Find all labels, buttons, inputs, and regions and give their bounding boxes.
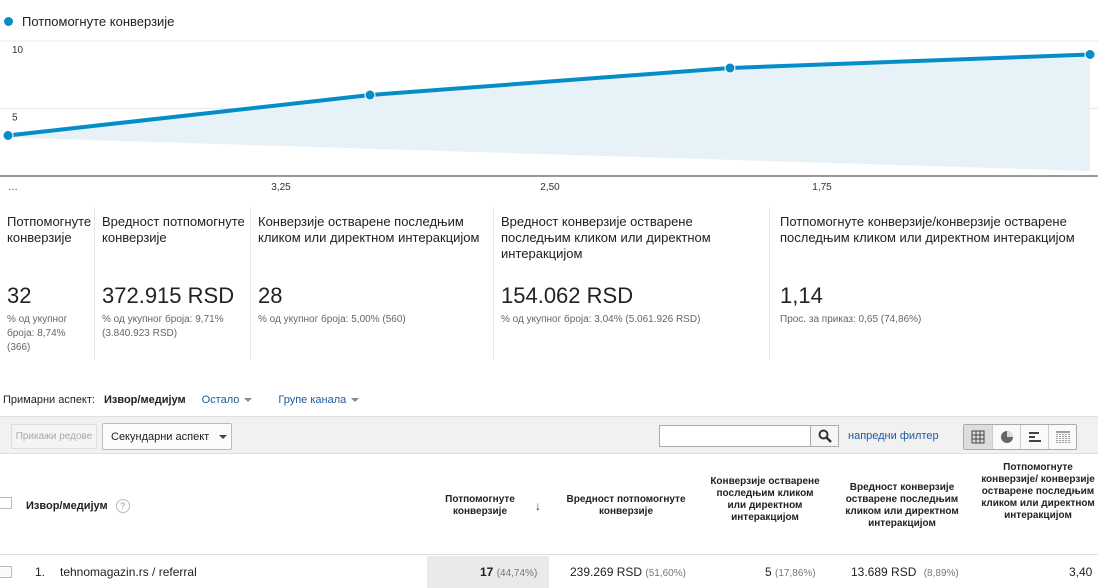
column-header-last-click-conversions[interactable]: Конверзије остварене последњим кликом ил…	[710, 476, 820, 523]
cell-last-click-conversions: 5 (17,86%)	[765, 565, 816, 579]
data-point[interactable]	[2, 130, 14, 141]
legend-label: Потпомогнуте конверзије	[22, 14, 175, 29]
x-tick-label: 2,50	[540, 182, 560, 193]
metric-last-click-conversions[interactable]: Конверзије остварене последњим кликом ил…	[250, 207, 493, 359]
metric-sub: % од укупног броја: 3,04% (5.061.926 RSD…	[501, 314, 701, 325]
primary-dimension-label: Примарни аспект:	[3, 394, 95, 406]
cell-value: 13.689 RSD	[851, 565, 917, 579]
metric-label: Потпомогнуте конверзије	[7, 214, 92, 245]
cell-last-click-value: 13.689 RSD (8,89%)	[851, 565, 959, 579]
cell-pct: (51,60%)	[645, 568, 686, 579]
column-header-last-click-value[interactable]: Вредност конверзије остварене последњим …	[845, 482, 959, 529]
row-source-link[interactable]: tehnomagazin.rs / referral	[60, 565, 197, 579]
metric-value: 372.915 RSD	[102, 283, 235, 308]
metric-sub: % од укупног броја: 9,71% (3.840.923 RSD…	[102, 314, 224, 339]
show-rows-button[interactable]: Прикажи редове	[11, 424, 97, 449]
secondary-dimension-label: Секундарни аспект	[111, 430, 210, 443]
x-tick-label: 3,25	[271, 182, 291, 193]
pie-view-button[interactable]	[992, 425, 1020, 449]
y-tick-label: 5	[12, 113, 18, 124]
chart-svg: 10 5 … 3,25 2,50 1,75	[0, 40, 1098, 193]
pivot-table-icon	[1055, 431, 1070, 443]
series-area	[8, 54, 1090, 171]
advanced-filter-link[interactable]: напредни филтер	[848, 430, 939, 442]
view-switcher	[963, 424, 1077, 450]
table-toolbar: Прикажи редове Секундарни аспект напредн…	[0, 416, 1098, 454]
help-icon[interactable]: ?	[115, 499, 130, 513]
pie-chart-icon	[1000, 431, 1013, 443]
metric-value: 154.062 RSD	[501, 283, 634, 308]
table-search-input[interactable]	[659, 425, 811, 447]
table-header: Извор/медијум ? Потпомогнуте конверзије …	[0, 454, 1098, 555]
primary-dimension-source-medium[interactable]: Извор/медијум	[103, 394, 186, 406]
secondary-dimension-button[interactable]: Секундарни аспект	[102, 423, 232, 450]
cell-assisted-value: 239.269 RSD (51,60%)	[570, 565, 686, 579]
column-header-assisted-value[interactable]: Вредност потпомогнуте конверзије	[566, 494, 686, 517]
metric-label: Конверзије остварене последњим кликом ил…	[258, 214, 480, 245]
metric-assisted-value[interactable]: Вредност потпомогнуте конверзије 372.915…	[94, 207, 250, 359]
cell-pct: (17,86%)	[775, 568, 816, 579]
metric-label: Вредност конверзије остварене последњим …	[501, 214, 711, 261]
primary-dimension-other[interactable]: Остало	[202, 394, 253, 406]
series-line	[7, 52, 1091, 138]
cell-value: 239.269 RSD	[570, 565, 643, 579]
chart-legend[interactable]: Потпомогнуте конверзије	[4, 14, 174, 29]
metric-label: Потпомогнуте конверзије/конверзије оства…	[780, 214, 1075, 245]
column-header-ratio[interactable]: Потпомогнуте конверзије/ конверзије оств…	[981, 462, 1095, 521]
metrics-row: Потпомогнуте конверзије 32 % од укупног …	[0, 207, 1098, 359]
chevron-down-icon	[244, 398, 253, 402]
row-checkbox[interactable]	[0, 566, 12, 578]
chevron-down-icon	[219, 434, 228, 439]
sort-descending-icon[interactable]: ↓	[535, 499, 541, 513]
sorted-column-highlight	[427, 556, 549, 588]
metric-value: 28	[258, 283, 283, 308]
metric-value: 1,14	[780, 283, 823, 308]
primary-dimension-bar: Примарни аспект: Извор/медијум Остало Гр…	[3, 394, 385, 406]
dimension-header-label: Извор/медијум	[26, 500, 108, 512]
bar-chart-icon	[1028, 432, 1041, 442]
legend-dot-icon	[4, 17, 13, 26]
chevron-down-icon	[351, 398, 360, 402]
dimension-header[interactable]: Извор/медијум ?	[26, 499, 130, 513]
primary-dimension-channel-groups[interactable]: Групе канала	[278, 394, 360, 406]
data-point[interactable]	[1084, 49, 1096, 60]
channel-groups-label: Групе канала	[278, 394, 347, 406]
other-label: Остало	[201, 394, 240, 406]
metric-sub: % од укупног броја: 8,74% (366)	[7, 314, 68, 353]
cell-ratio: 3,40	[1069, 565, 1093, 579]
cell-pct: (8,89%)	[923, 568, 959, 579]
cell-assisted-conversions: 17 (44,74%)	[480, 565, 537, 579]
search-icon	[818, 429, 832, 443]
bar-view-button[interactable]	[1020, 425, 1048, 449]
table-row[interactable]: 1. tehnomagazin.rs / referral 17 (44,74%…	[0, 556, 1098, 588]
table-view-button[interactable]	[964, 425, 992, 449]
x-tick-label: …	[8, 182, 18, 193]
metric-sub: % од укупног броја: 5,00% (560)	[258, 314, 406, 325]
data-point[interactable]	[724, 62, 736, 74]
x-tick-label: 1,75	[812, 182, 832, 193]
y-tick-label: 10	[12, 45, 24, 56]
search-button[interactable]	[811, 425, 839, 447]
column-header-assisted-conversions[interactable]: Потпомогнуте конверзије	[445, 494, 515, 517]
metric-value: 32	[7, 283, 32, 308]
cell-value: 17	[480, 565, 494, 579]
metric-label: Вредност потпомогнуте конверзије	[102, 214, 245, 245]
select-all-checkbox[interactable]	[0, 497, 12, 509]
grid-icon	[971, 430, 985, 444]
cell-pct: (44,74%)	[496, 568, 538, 579]
pivot-view-button[interactable]	[1048, 425, 1076, 449]
metric-assisted-conversions[interactable]: Потпомогнуте конверзије 32 % од укупног …	[0, 207, 94, 359]
row-number: 1.	[35, 565, 46, 579]
cell-value: 5	[765, 565, 772, 579]
data-point[interactable]	[364, 89, 376, 101]
metric-sub: Прос. за приказ: 0,65 (74,86%)	[780, 314, 922, 325]
metric-last-click-value[interactable]: Вредност конверзије остварене последњим …	[493, 207, 769, 359]
line-chart[interactable]: 10 5 … 3,25 2,50 1,75	[0, 38, 1098, 198]
metric-ratio[interactable]: Потпомогнуте конверзије/конверзије оства…	[769, 207, 1098, 359]
